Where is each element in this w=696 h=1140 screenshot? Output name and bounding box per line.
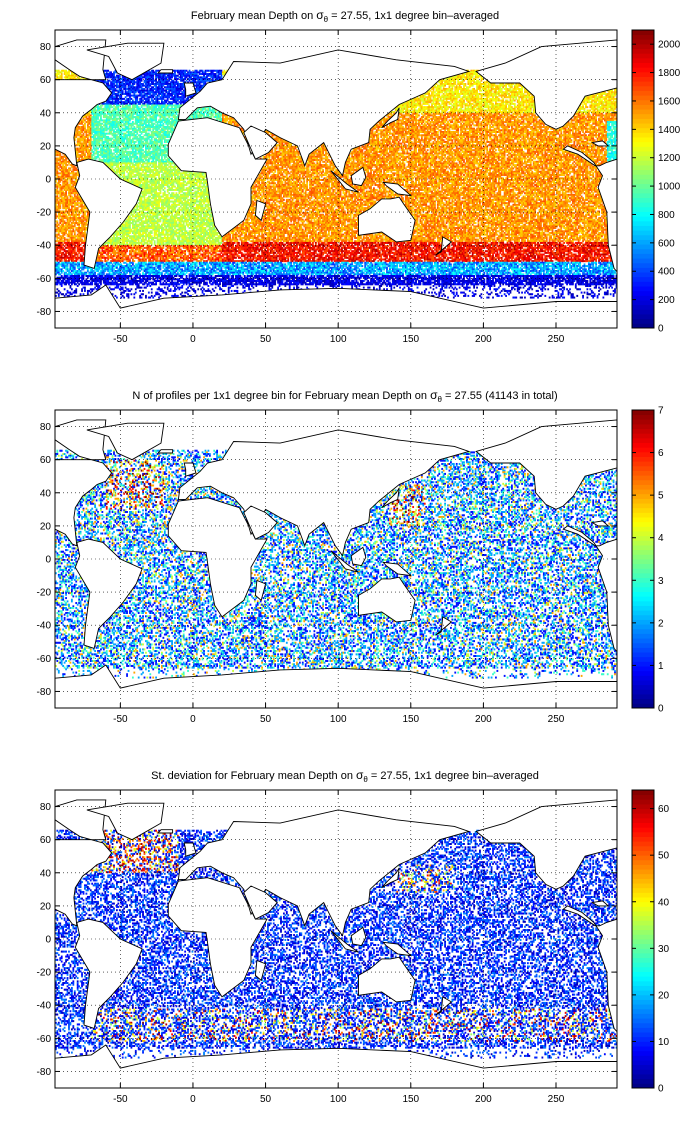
- colorbar-tick-label: 1200: [658, 153, 681, 164]
- y-tick-label: 60: [40, 835, 52, 846]
- y-tick-label: 0: [45, 935, 51, 946]
- y-tick-label: 80: [40, 802, 52, 813]
- y-tick-label: -40: [37, 621, 52, 632]
- y-tick-label: 40: [40, 108, 52, 119]
- colorbar-tick-label: 800: [658, 210, 675, 221]
- colorbar-tick-label: 60: [658, 804, 670, 815]
- chart-title: February mean Depth on σθ = 27.55, 1x1 d…: [191, 8, 499, 24]
- x-tick-label: 0: [190, 714, 196, 725]
- x-tick-label: 150: [402, 1094, 419, 1105]
- colorbar: 0 1 2 3 4 5 6 7: [632, 406, 664, 715]
- y-tick-label: -40: [37, 241, 52, 252]
- x-tick-label: 200: [475, 334, 492, 345]
- y-tick-label: -60: [37, 654, 52, 665]
- colorbar-tick-label: 1400: [658, 125, 681, 136]
- y-tick-label: 80: [40, 422, 52, 433]
- colorbar-tick-label: 400: [658, 267, 675, 278]
- colorbar-tick-label: 30: [658, 944, 670, 955]
- colorbar: 0 200 400 600 800 1000 1200 1400 1600 1800 2000: [632, 30, 681, 335]
- chart-title: St. deviation for February mean Depth on…: [151, 768, 539, 784]
- colorbar-tick-label: 7: [658, 406, 664, 417]
- colorbar-tick-label: 4: [658, 533, 664, 544]
- x-tick-label: 0: [190, 334, 196, 345]
- x-tick-label: 150: [402, 714, 419, 725]
- y-tick-label: -60: [37, 274, 52, 285]
- y-tick-label: -80: [37, 687, 52, 698]
- y-tick-label: 20: [40, 901, 52, 912]
- colorbar-tick-label: 1000: [658, 182, 681, 193]
- x-tick-label: -50: [113, 334, 128, 345]
- colorbar-tick-label: 600: [658, 238, 675, 249]
- colorbar: 0 10 20 30 40 50 60: [632, 790, 670, 1095]
- chart-panel-2: N of profiles per 1x1 degree bin for Feb…: [37, 388, 664, 725]
- x-tick-label: 250: [548, 1094, 565, 1105]
- chart-title: N of profiles per 1x1 degree bin for Feb…: [132, 388, 557, 404]
- y-tick-label: -80: [37, 1067, 52, 1078]
- colorbar-tick-label: 50: [658, 851, 670, 862]
- y-tick-label: -20: [37, 588, 52, 599]
- x-tick-label: 250: [548, 714, 565, 725]
- y-tick-label: 0: [45, 555, 51, 566]
- x-tick-label: -50: [113, 1094, 128, 1105]
- colorbar-tick-label: 1: [658, 661, 664, 672]
- colorbar-tick-label: 1600: [658, 96, 681, 107]
- colorbar-tick-label: 200: [658, 295, 675, 306]
- x-tick-label: 100: [330, 714, 347, 725]
- x-tick-label: 50: [260, 1094, 272, 1105]
- colorbar-tick-label: 0: [658, 324, 664, 335]
- y-tick-label: -80: [37, 307, 52, 318]
- y-tick-label: -20: [37, 968, 52, 979]
- x-tick-label: 250: [548, 334, 565, 345]
- y-tick-label: 60: [40, 75, 52, 86]
- y-tick-label: 20: [40, 521, 52, 532]
- x-tick-label: 100: [330, 334, 347, 345]
- colorbar-tick-label: 2: [658, 618, 664, 629]
- y-tick-label: 0: [45, 175, 51, 186]
- colorbar-tick-label: 20: [658, 990, 670, 1001]
- y-tick-label: 40: [40, 868, 52, 879]
- y-tick-label: 80: [40, 42, 52, 53]
- x-tick-label: 0: [190, 1094, 196, 1105]
- colorbar-tick-label: 3: [658, 576, 664, 587]
- x-tick-label: 200: [475, 1094, 492, 1105]
- x-tick-label: -50: [113, 714, 128, 725]
- x-tick-label: 50: [260, 334, 272, 345]
- chart-panel-3: St. deviation for February mean Depth on…: [37, 768, 670, 1105]
- colorbar-tick-label: 0: [658, 1084, 664, 1095]
- colorbar-tick-label: 10: [658, 1037, 670, 1048]
- x-tick-label: 100: [330, 1094, 347, 1105]
- colorbar-tick-label: 6: [658, 448, 664, 459]
- y-tick-label: 20: [40, 141, 52, 152]
- y-tick-label: -20: [37, 208, 52, 219]
- y-tick-label: 40: [40, 488, 52, 499]
- x-tick-label: 200: [475, 714, 492, 725]
- colorbar-tick-label: 40: [658, 897, 670, 908]
- y-tick-label: -60: [37, 1034, 52, 1045]
- x-tick-label: 150: [402, 334, 419, 345]
- colorbar-tick-label: 1800: [658, 68, 681, 79]
- y-tick-label: -40: [37, 1001, 52, 1012]
- colorbar-tick-label: 5: [658, 491, 664, 502]
- chart-panel-1: February mean Depth on σθ = 27.55, 1x1 d…: [37, 8, 681, 345]
- colorbar-tick-label: 2000: [658, 40, 681, 51]
- x-tick-label: 50: [260, 714, 272, 725]
- colorbar-tick-label: 0: [658, 704, 664, 715]
- y-tick-label: 60: [40, 455, 52, 466]
